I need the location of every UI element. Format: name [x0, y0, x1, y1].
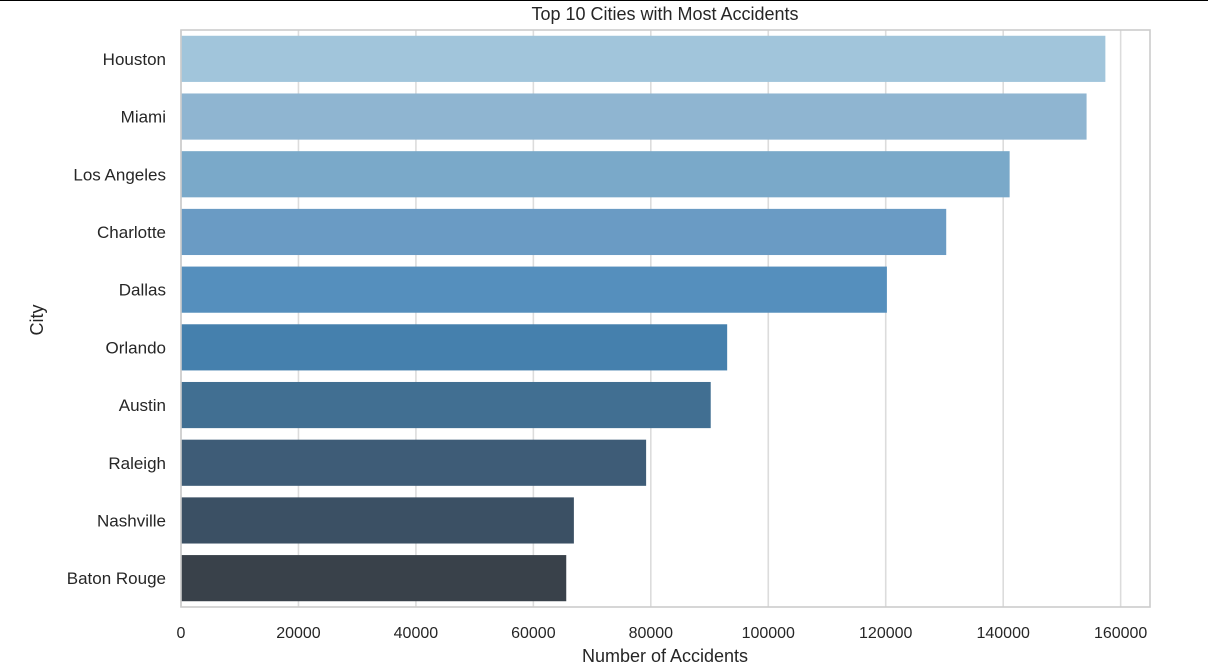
x-tick-label: 0 [177, 625, 186, 642]
y-tick-label: Dallas [119, 281, 166, 300]
x-axis-ticks: 0 20000 40000 60000 80000 100000 120000 140000 1… [177, 625, 1148, 642]
bar-raleigh [181, 439, 647, 486]
x-tick-label: 140000 [976, 625, 1029, 642]
x-tick-label: 20000 [276, 625, 321, 642]
y-tick-label: Raleigh [108, 454, 166, 473]
y-tick-label: Nashville [97, 511, 166, 530]
bar-miami [181, 93, 1087, 140]
bar-charlotte [181, 208, 947, 256]
x-tick-label: 100000 [742, 625, 795, 642]
x-tick-label: 40000 [394, 625, 439, 642]
bar-nashville [181, 497, 574, 544]
plot-area-border [180, 29, 1151, 608]
bar-baton-rouge [181, 555, 567, 602]
bar-orlando [181, 324, 728, 371]
y-tick-label: Charlotte [97, 223, 166, 242]
bar-dallas [181, 266, 887, 313]
bar-austin [181, 381, 711, 429]
bar-houston [181, 35, 1106, 82]
y-tick-label: Baton Rouge [67, 569, 166, 588]
y-tick-label: Austin [119, 396, 166, 415]
x-tick-label: 120000 [859, 625, 912, 642]
x-tick-label: 80000 [629, 625, 674, 642]
y-axis-category-labels: Houston Miami Los Angeles Charlotte Dallas Or… [67, 50, 166, 588]
y-tick-label: Miami [121, 108, 166, 127]
bar-los-angeles [181, 151, 1010, 198]
y-tick-label: Los Angeles [73, 165, 166, 184]
top-border-line [0, 0, 1208, 1]
y-tick-label: Orlando [106, 338, 166, 357]
x-tick-label: 60000 [511, 625, 556, 642]
y-tick-label: Houston [103, 50, 166, 69]
x-tick-label: 160000 [1094, 625, 1147, 642]
y-axis-label: City [27, 305, 47, 336]
x-axis-label: Number of Accidents [582, 646, 748, 665]
chart-title: Top 10 Cities with Most Accidents [531, 4, 798, 24]
bars [181, 35, 1106, 602]
